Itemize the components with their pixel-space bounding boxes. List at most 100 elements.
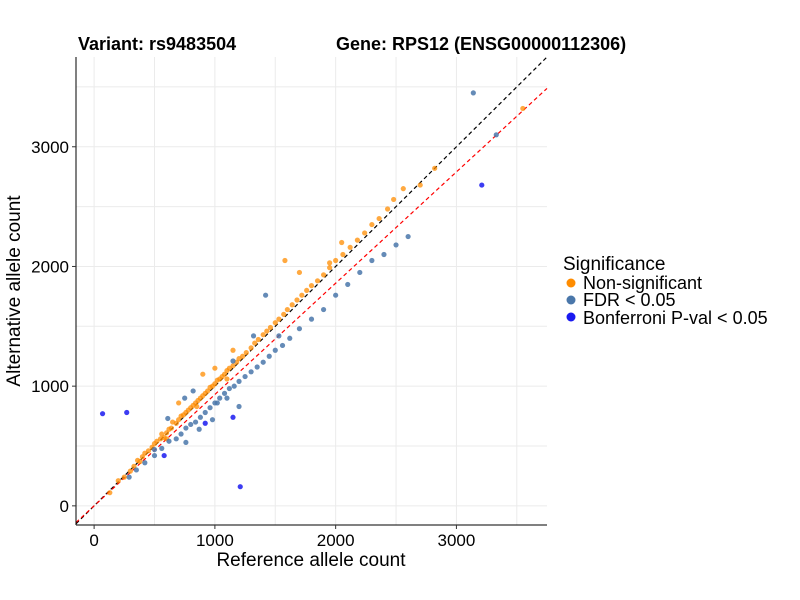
x-axis-title: Reference allele count — [216, 550, 406, 571]
legend-swatch-non-significant — [566, 278, 576, 288]
data-point-non-significant — [200, 371, 206, 377]
data-point-non-significant — [137, 458, 143, 465]
x-tick-label: 1000 — [196, 531, 234, 550]
data-point-non-significant — [107, 490, 113, 496]
data-point-fdr-0-05 — [207, 405, 213, 411]
data-point-fdr-0-05 — [470, 90, 476, 96]
data-point-fdr-0-05 — [231, 383, 237, 389]
data-points — [99, 90, 526, 496]
data-point-non-significant — [369, 221, 375, 228]
data-point-non-significant — [400, 186, 406, 192]
data-point-non-significant — [121, 474, 127, 480]
data-point-fdr-0-05 — [369, 257, 375, 264]
data-point-non-significant — [520, 105, 526, 112]
data-point-fdr-0-05 — [209, 417, 216, 423]
data-point-non-significant — [327, 265, 333, 271]
data-point-fdr-0-05 — [254, 364, 260, 370]
data-point-non-significant — [314, 278, 321, 284]
legend-swatch-fdr — [566, 295, 576, 305]
data-point-non-significant — [260, 332, 266, 338]
data-point-fdr-0-05 — [188, 421, 194, 428]
data-point-bonferroni-p-val-0-05 — [99, 411, 106, 417]
reference-line-identity — [75, 56, 548, 525]
data-point-fdr-0-05 — [165, 415, 171, 422]
data-point-fdr-0-05 — [236, 378, 242, 384]
grid-layer — [76, 57, 547, 525]
data-point-non-significant — [212, 365, 218, 371]
data-point-fdr-0-05 — [263, 292, 269, 298]
data-point-fdr-0-05 — [296, 326, 303, 332]
data-point-fdr-0-05 — [202, 409, 208, 416]
data-point-fdr-0-05 — [279, 342, 286, 349]
data-point-non-significant — [276, 316, 282, 322]
data-point-fdr-0-05 — [192, 419, 199, 425]
data-point-non-significant — [327, 260, 333, 266]
x-tick-label: 2000 — [317, 531, 355, 550]
data-point-non-significant — [115, 478, 121, 484]
data-point-fdr-0-05 — [183, 425, 189, 431]
data-point-non-significant — [194, 403, 200, 410]
axis-ticks: 0 1000 2000 3000 0 1000 2000 3000 — [31, 138, 475, 550]
data-point-fdr-0-05 — [217, 395, 223, 401]
data-point-fdr-0-05 — [381, 251, 387, 258]
data-point-non-significant — [284, 306, 290, 313]
data-point-fdr-0-05 — [173, 436, 179, 442]
data-point-non-significant — [243, 350, 249, 356]
data-point-bonferroni-p-val-0-05 — [237, 484, 243, 490]
chart-title-right: Gene: RPS12 (ENSG00000112306) — [336, 34, 626, 54]
data-point-fdr-0-05 — [142, 460, 148, 466]
data-point-bonferroni-p-val-0-05 — [161, 452, 167, 459]
data-point-bonferroni-p-val-0-05 — [202, 420, 208, 426]
data-point-fdr-0-05 — [126, 474, 132, 480]
data-point-fdr-0-05 — [221, 390, 228, 396]
data-point-fdr-0-05 — [214, 400, 220, 406]
data-point-fdr-0-05 — [133, 467, 139, 473]
data-point-fdr-0-05 — [224, 395, 230, 401]
data-point-non-significant — [248, 345, 254, 351]
data-point-non-significant — [230, 363, 236, 369]
data-point-fdr-0-05 — [345, 281, 351, 288]
data-point-non-significant — [282, 257, 288, 264]
data-point-bonferroni-p-val-0-05 — [230, 414, 236, 420]
data-point-non-significant — [281, 311, 287, 317]
data-point-fdr-0-05 — [242, 373, 248, 380]
data-point-fdr-0-05 — [266, 353, 272, 359]
data-point-non-significant — [340, 251, 346, 258]
data-point-non-significant — [376, 215, 382, 222]
data-point-fdr-0-05 — [287, 335, 293, 341]
data-point-non-significant — [168, 425, 175, 431]
data-point-non-significant — [264, 328, 270, 334]
data-point-non-significant — [384, 206, 391, 212]
data-point-fdr-0-05 — [197, 414, 203, 420]
data-point-fdr-0-05 — [320, 306, 327, 313]
data-point-fdr-0-05 — [151, 446, 158, 453]
data-point-fdr-0-05 — [272, 347, 278, 353]
data-point-fdr-0-05 — [393, 242, 399, 248]
data-point-fdr-0-05 — [230, 358, 236, 364]
legend-label-non-significant: Non-significant — [583, 273, 702, 293]
legend: Significance Non-significant FDR < 0.05 … — [563, 254, 768, 328]
x-tick-label: 3000 — [438, 531, 476, 550]
data-point-non-significant — [432, 165, 438, 171]
data-point-non-significant — [320, 272, 327, 278]
data-point-non-significant — [127, 468, 133, 474]
data-point-non-significant — [224, 376, 230, 382]
data-point-fdr-0-05 — [151, 452, 158, 459]
data-point-fdr-0-05 — [493, 132, 499, 138]
data-point-fdr-0-05 — [183, 439, 189, 446]
data-point-fdr-0-05 — [159, 445, 165, 451]
y-tick-label: 2000 — [31, 257, 69, 276]
data-point-non-significant — [296, 269, 303, 276]
x-tick-label: 0 — [89, 531, 98, 550]
data-point-fdr-0-05 — [166, 438, 172, 444]
data-point-fdr-0-05 — [236, 403, 242, 410]
data-point-non-significant — [240, 353, 246, 359]
data-point-fdr-0-05 — [333, 292, 339, 298]
data-point-non-significant — [299, 292, 305, 298]
data-point-non-significant — [391, 196, 397, 203]
data-point-non-significant — [294, 297, 300, 303]
data-point-fdr-0-05 — [308, 316, 315, 322]
data-point-non-significant — [347, 244, 353, 250]
data-point-non-significant — [176, 400, 182, 406]
